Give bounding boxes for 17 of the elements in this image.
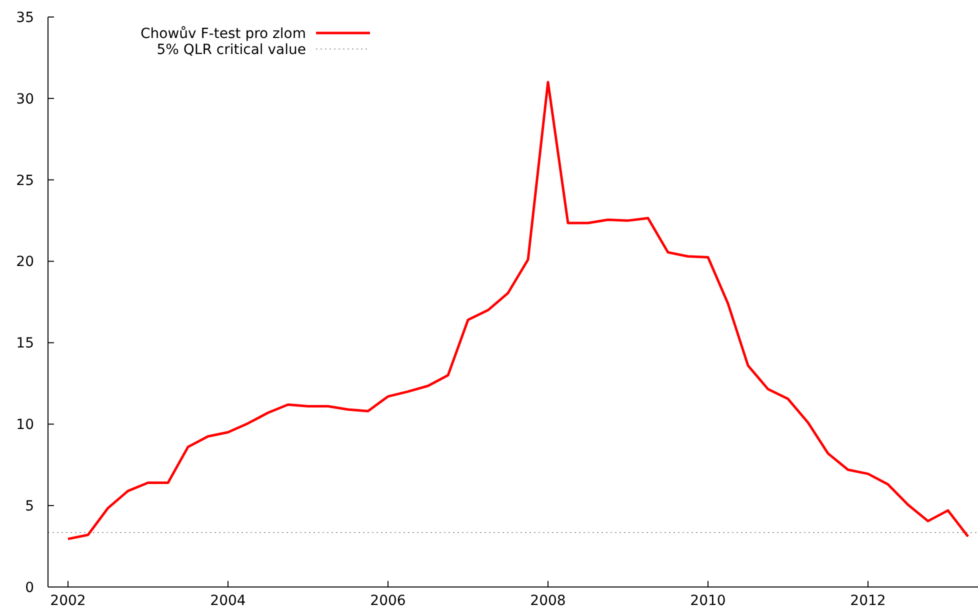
y-tick-label: 5: [25, 498, 34, 514]
x-tick-label: 2008: [530, 593, 566, 609]
x-tick-label: 2002: [50, 593, 86, 609]
line-series: [66, 80, 970, 540]
y-tick-label: 10: [16, 417, 34, 434]
y-tick-label: 0: [25, 580, 34, 596]
legend-label: 5% QLR critical value: [156, 42, 306, 58]
y-tick-label: 15: [16, 336, 34, 352]
y-tick-label: 30: [16, 91, 34, 108]
x-tick-label: 2006: [370, 593, 406, 609]
y-tick-label: 25: [16, 172, 34, 189]
y-tick-label: 35: [16, 10, 34, 26]
y-tick-label: 20: [16, 254, 34, 270]
x-tick-label: 2012: [850, 593, 886, 609]
x-tick-label: 2004: [210, 593, 246, 609]
x-tick-label: 2010: [690, 593, 726, 609]
legend-label: Chowův F-test pro zlom: [140, 26, 306, 42]
